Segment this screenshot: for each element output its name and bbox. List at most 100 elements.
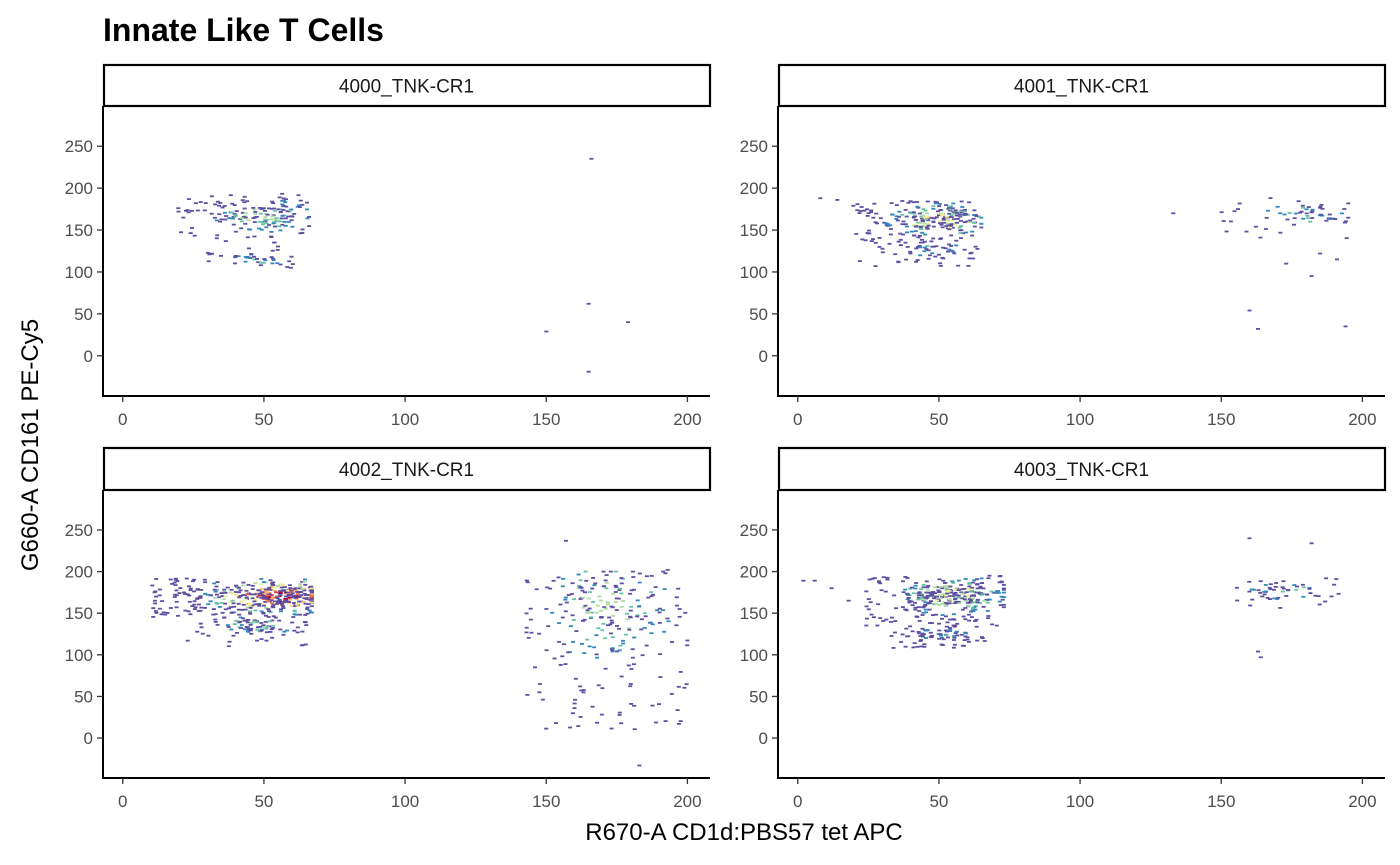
hexbin-cell (172, 581, 177, 584)
hexbin-cell (949, 219, 954, 222)
hexbin-cell (234, 584, 239, 587)
hexbin-cell (243, 212, 248, 214)
hexbin-cell (866, 229, 871, 232)
hexbin-cell (903, 588, 908, 591)
hexbin-cell (1265, 209, 1270, 212)
hexbin-cell (223, 608, 228, 611)
hexbin-cell (654, 721, 659, 724)
hexbin-cell (1294, 588, 1299, 591)
hexbin-cell (1273, 586, 1278, 588)
hexbin-cell (916, 598, 921, 601)
hexbin-cell (160, 600, 165, 602)
hexbin-cell (916, 592, 921, 595)
hexbin-cell (203, 592, 207, 595)
y-tick-label: 150 (740, 604, 768, 623)
hexbin-cell (302, 621, 307, 623)
hexbin-cell (901, 220, 906, 223)
hexbin-cell (576, 725, 581, 727)
hexbin-cell (583, 591, 587, 594)
hexbin-cell (920, 595, 925, 597)
hexbin-cell (281, 584, 285, 587)
hexbin-cell (1258, 591, 1263, 594)
hexbin-cell (562, 643, 566, 646)
hexbin-cell (628, 683, 633, 685)
hexbin-cell (986, 577, 991, 580)
hexbin-cell (972, 606, 977, 609)
hexbin-cell (282, 601, 287, 603)
hexbin-cell (987, 598, 992, 601)
hexbin-cell (936, 589, 941, 592)
y-tick-label: 100 (65, 646, 93, 665)
hexbin-cell (925, 586, 930, 589)
hexbin-cell (206, 260, 211, 263)
hexbin-cell (563, 598, 568, 601)
hexbin-cell (887, 242, 892, 245)
hexbin-cell (258, 264, 263, 267)
hexbin-cell (271, 624, 276, 627)
hexbin-cell (303, 643, 308, 646)
hexbin-cell (284, 205, 289, 208)
hexbin-cell (966, 265, 971, 267)
hexbin-cell (255, 258, 259, 260)
hexbin-cell (649, 595, 654, 597)
hexbin-cell (198, 609, 203, 612)
hexbin-cell (889, 621, 894, 623)
hexbin-cell (185, 593, 190, 596)
hexbin-cell (968, 221, 972, 223)
hexbin-cell (281, 197, 286, 200)
hexbin-cell (571, 641, 575, 643)
hexbin-cell (965, 638, 970, 641)
hexbin-cell (564, 601, 569, 604)
hexbin-cell (278, 591, 283, 593)
hexbin-cell (243, 222, 248, 225)
hexbin-cell (214, 589, 219, 591)
hexbin-cell (248, 612, 253, 615)
hexbin-cell (268, 620, 272, 623)
hexbin-cell (302, 592, 307, 595)
hexbin-cell (1310, 210, 1315, 213)
hexbin-cell (1329, 595, 1334, 598)
hexbin-cell (170, 583, 175, 585)
hexbin-cell (913, 215, 918, 218)
hexbin-cell (966, 641, 971, 643)
hexbin-cell (963, 578, 968, 580)
hexbin-cell (248, 624, 253, 626)
hexbin-cell (947, 602, 952, 605)
hexbin-cell (292, 613, 297, 616)
hexbin-cell (1247, 309, 1252, 312)
hexbin-cell (938, 209, 943, 211)
hexbin-cell (1247, 537, 1252, 540)
hexbin-cell (933, 200, 938, 203)
hexbin-cell (192, 590, 196, 593)
hexbin-cell (213, 590, 218, 593)
y-tick-label: 250 (65, 521, 93, 540)
hexbin-cell (678, 671, 683, 673)
hexbin-cell (971, 607, 975, 610)
hexbin-cell (560, 616, 565, 619)
hexbin-cell (941, 217, 946, 220)
hexbin-cell (1281, 590, 1285, 593)
hexbin-cell (188, 587, 193, 590)
hexbin-cell (601, 585, 606, 588)
hexbin-cell (270, 597, 275, 600)
hexbin-cell (306, 603, 311, 605)
hexbin-cell (217, 213, 222, 216)
hexbin-cell (295, 631, 300, 634)
hexbin-cell (242, 201, 247, 204)
hexbin-cell (986, 617, 991, 620)
hexbin-cell (264, 607, 268, 609)
hexbin-cell (601, 570, 606, 573)
hexbin-cell (959, 211, 964, 214)
facet-strip (777, 63, 1387, 108)
hexbin-cell (919, 598, 924, 601)
hexbin-cell (174, 589, 179, 592)
hexbin-cell (275, 249, 280, 251)
hexbin-cell (258, 583, 263, 586)
hexbin-cell (973, 620, 978, 622)
hexbin-cell (224, 215, 229, 217)
hexbin-cell (287, 601, 292, 603)
x-tick-label: 0 (793, 792, 802, 811)
hexbin-cell (233, 255, 238, 257)
hexbin-cell (1343, 325, 1348, 328)
hexbin-cell (864, 605, 869, 608)
